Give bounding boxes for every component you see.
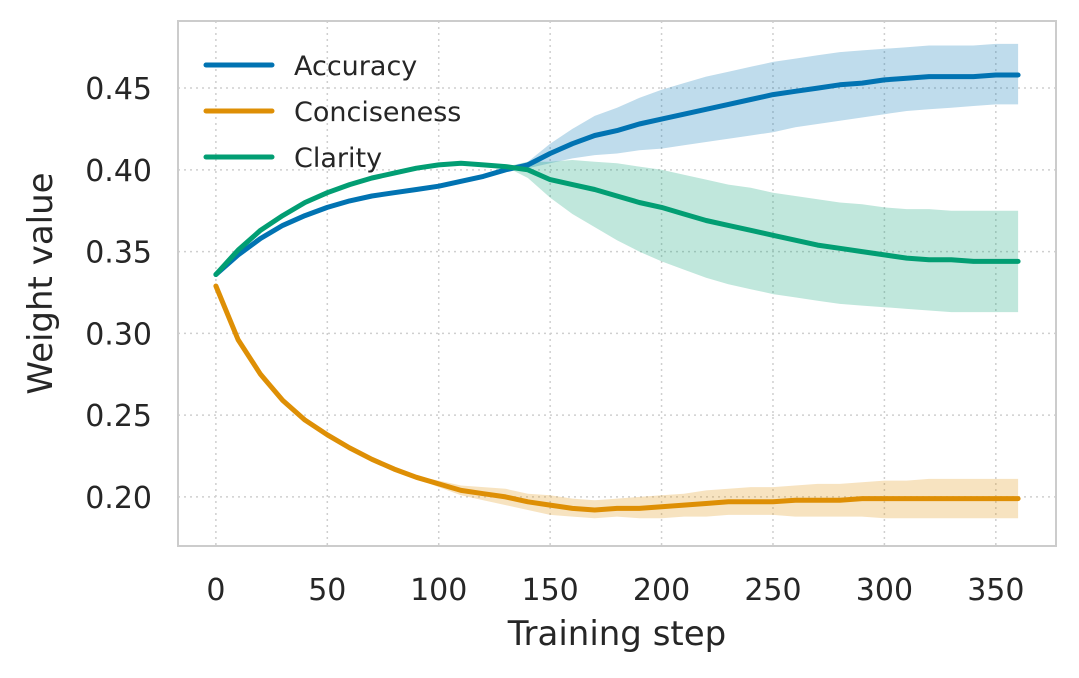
x-tick-label: 250 — [744, 573, 801, 608]
legend-label: Conciseness — [294, 97, 461, 128]
clarity-confidence-band — [215, 160, 1019, 313]
legend-item-clarity[interactable]: Clarity — [203, 143, 382, 174]
series-lines — [213, 72, 1021, 513]
x-axis-ticks: 0 50 100 150 200 250 300 350 — [206, 573, 1024, 608]
conciseness-line — [213, 283, 1021, 513]
x-tick-label: 150 — [522, 573, 579, 608]
legend-item-accuracy[interactable]: Accuracy — [203, 51, 417, 82]
accuracy-line — [213, 72, 1021, 277]
x-tick-label: 350 — [967, 573, 1024, 608]
confidence-bands — [215, 43, 1019, 519]
y-tick-label: 0.35 — [85, 236, 152, 271]
grid — [178, 21, 1056, 546]
x-axis-label: Training step — [507, 614, 727, 654]
legend-label: Clarity — [294, 143, 382, 174]
y-axis-label: Weight value — [21, 172, 61, 394]
y-tick-label: 0.20 — [85, 481, 152, 516]
conciseness-confidence-band — [215, 286, 1019, 519]
x-tick-label: 50 — [308, 573, 346, 608]
y-tick-label: 0.40 — [85, 154, 152, 189]
x-tick-label: 0 — [206, 573, 225, 608]
x-tick-label: 200 — [633, 573, 690, 608]
legend-label: Accuracy — [294, 51, 417, 82]
legend[interactable]: Accuracy Conciseness Clarity — [203, 51, 461, 174]
clarity-line — [213, 160, 1021, 277]
legend-item-conciseness[interactable]: Conciseness — [203, 97, 461, 128]
y-axis-ticks: 0.20 0.25 0.30 0.35 0.40 0.45 — [85, 72, 152, 516]
accuracy-confidence-band — [215, 43, 1019, 275]
x-tick-label: 300 — [856, 573, 913, 608]
plot-frame — [177, 20, 1057, 547]
y-tick-label: 0.45 — [85, 72, 152, 107]
y-tick-label: 0.25 — [85, 399, 152, 434]
x-tick-label: 100 — [410, 573, 467, 608]
y-tick-label: 0.30 — [85, 317, 152, 352]
